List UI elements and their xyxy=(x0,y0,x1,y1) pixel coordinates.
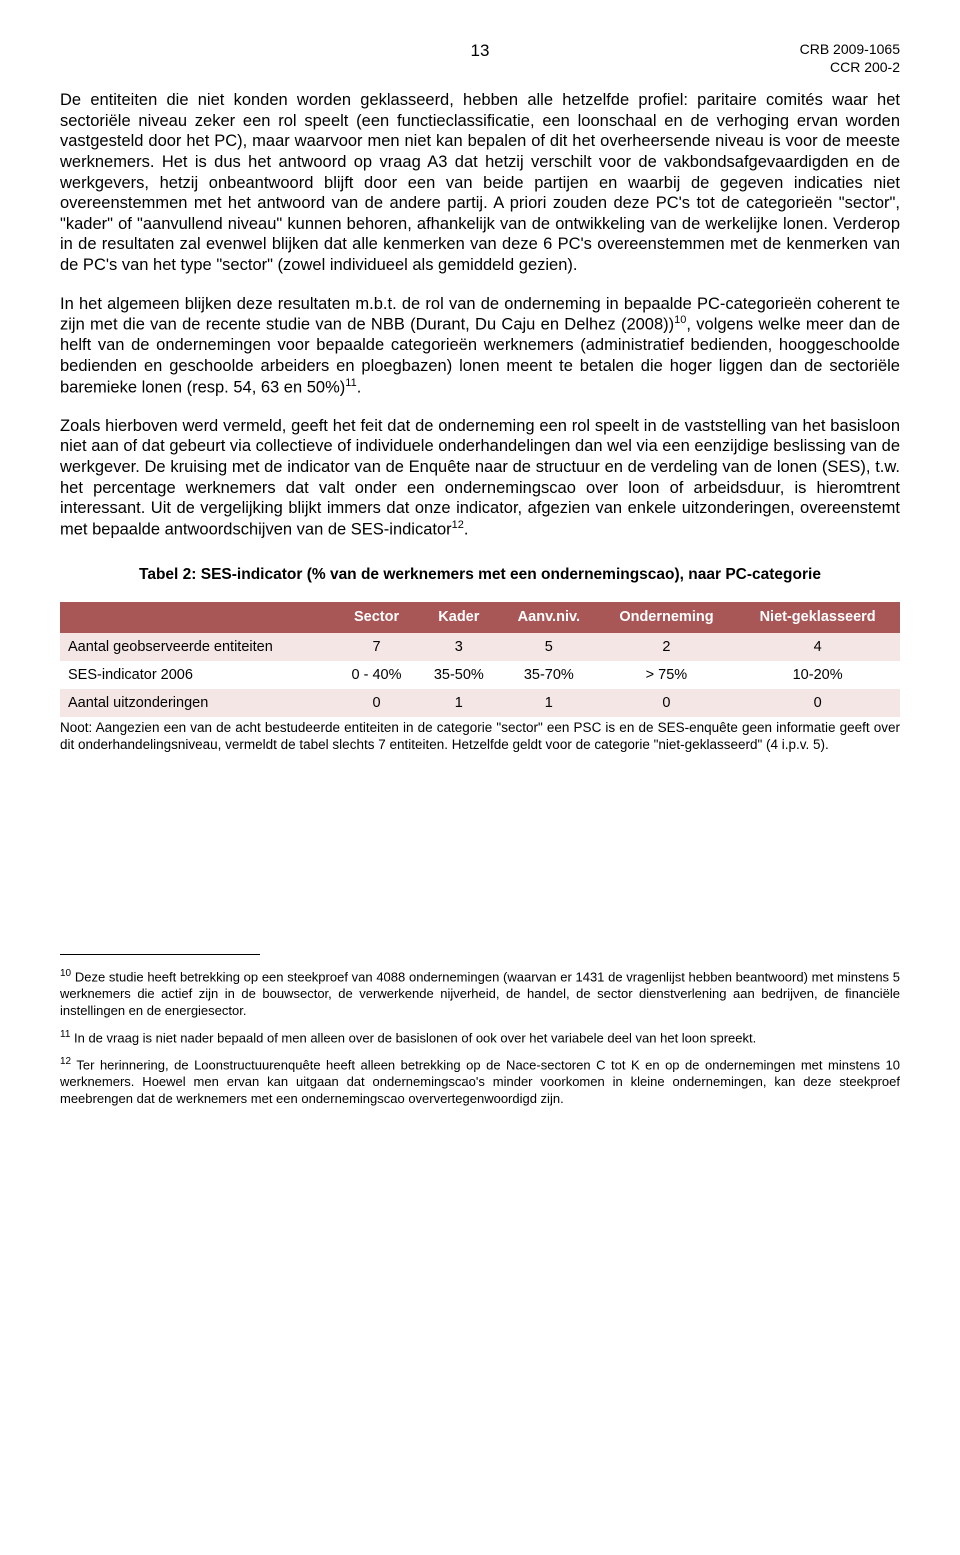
table-cell: 3 xyxy=(418,633,500,661)
table-cell: 0 xyxy=(335,689,417,717)
footnote-text-10: Deze studie heeft betrekking op een stee… xyxy=(60,969,900,1018)
table-cell: 2 xyxy=(598,633,736,661)
footnote-ref-12: 12 xyxy=(452,519,464,531)
footnotes-section: 10 Deze studie heeft betrekking op een s… xyxy=(60,967,900,1108)
table-cell: 0 xyxy=(598,689,736,717)
footnote-10: 10 Deze studie heeft betrekking op een s… xyxy=(60,967,900,1020)
paragraph-3b: . xyxy=(464,520,469,538)
footnote-num-12: 12 xyxy=(60,1056,71,1067)
table-cell: 5 xyxy=(500,633,598,661)
paragraph-2: In het algemeen blijken deze resultaten … xyxy=(60,294,900,398)
footnote-ref-11: 11 xyxy=(345,377,356,389)
footnote-text-11: In de vraag is niet nader bepaald of men… xyxy=(70,1030,756,1045)
ses-indicator-table: Sector Kader Aanv.niv. Onderneming Niet-… xyxy=(60,602,900,717)
paragraph-3: Zoals hierboven werd vermeld, geeft het … xyxy=(60,416,900,540)
table-row: Aantal uitzonderingen 0 1 1 0 0 xyxy=(60,689,900,717)
table-cell: SES-indicator 2006 xyxy=(60,661,335,689)
table-header-nietgeklasseerd: Niet-geklasseerd xyxy=(735,602,900,632)
table-header-row: Sector Kader Aanv.niv. Onderneming Niet-… xyxy=(60,602,900,632)
table-title: Tabel 2: SES-indicator (% van de werknem… xyxy=(60,565,900,584)
table-header-aanvniv: Aanv.niv. xyxy=(500,602,598,632)
table-header-kader: Kader xyxy=(418,602,500,632)
table-header-blank xyxy=(60,602,335,632)
doc-ref-line1: CRB 2009-1065 xyxy=(800,40,900,58)
table-cell: 0 xyxy=(735,689,900,717)
table-cell: Aantal uitzonderingen xyxy=(60,689,335,717)
table-header-onderneming: Onderneming xyxy=(598,602,736,632)
table-cell: 35-70% xyxy=(500,661,598,689)
table-cell: 10-20% xyxy=(735,661,900,689)
doc-ref-line2: CCR 200-2 xyxy=(800,58,900,76)
table-cell: > 75% xyxy=(598,661,736,689)
paragraph-1: De entiteiten die niet konden worden gek… xyxy=(60,90,900,276)
footnote-12: 12 Ter herinnering, de Loonstructuurenqu… xyxy=(60,1055,900,1108)
table-row: SES-indicator 2006 0 - 40% 35-50% 35-70%… xyxy=(60,661,900,689)
paragraph-3a: Zoals hierboven werd vermeld, geeft het … xyxy=(60,417,900,539)
table-cell: 0 - 40% xyxy=(335,661,417,689)
footnote-num-10: 10 xyxy=(60,968,71,979)
table-cell: 35-50% xyxy=(418,661,500,689)
table-cell: 4 xyxy=(735,633,900,661)
footnote-ref-10: 10 xyxy=(674,314,686,326)
table-header-sector: Sector xyxy=(335,602,417,632)
footnote-11: 11 In de vraag is niet nader bepaald of … xyxy=(60,1028,900,1047)
footnote-num-11: 11 xyxy=(60,1029,70,1040)
table-row: Aantal geobserveerde entiteiten 7 3 5 2 … xyxy=(60,633,900,661)
table-cell: 1 xyxy=(418,689,500,717)
page-number: 13 xyxy=(471,40,490,61)
table-cell: 7 xyxy=(335,633,417,661)
paragraph-2c: . xyxy=(357,378,362,396)
footnote-text-12: Ter herinnering, de Loonstructuurenquête… xyxy=(60,1057,900,1106)
main-content: De entiteiten die niet konden worden gek… xyxy=(60,90,900,1108)
table-cell: 1 xyxy=(500,689,598,717)
doc-reference: CRB 2009-1065 CCR 200-2 xyxy=(800,40,900,76)
table-note: Noot: Aangezien een van de acht bestudee… xyxy=(60,720,900,754)
table-cell: Aantal geobserveerde entiteiten xyxy=(60,633,335,661)
footnote-separator xyxy=(60,954,260,955)
